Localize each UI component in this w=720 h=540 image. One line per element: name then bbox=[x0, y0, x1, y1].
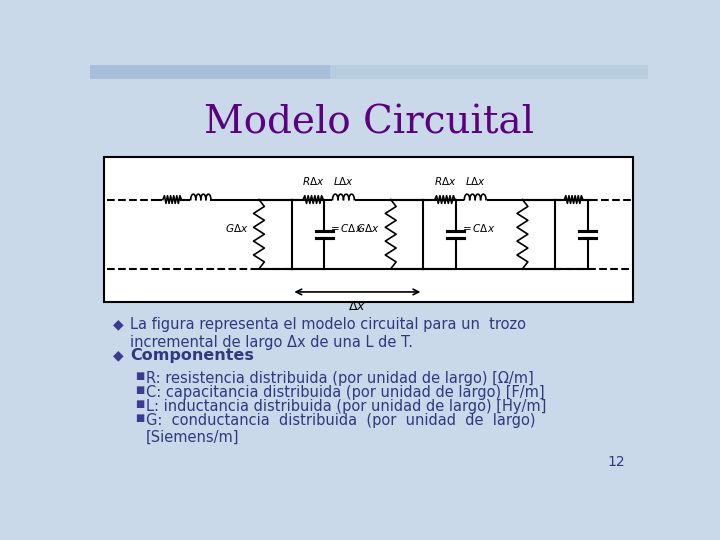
Bar bbox=[90, 65, 648, 79]
Text: C: capacitancia distribuida (por unidad de largo) [F/m]: C: capacitancia distribuida (por unidad … bbox=[145, 385, 544, 400]
Bar bbox=[104, 157, 632, 302]
Text: La figura representa el modelo circuital para un  trozo
incremental de largo Δx : La figura representa el modelo circuital… bbox=[130, 318, 526, 350]
Text: Modelo Circuital: Modelo Circuital bbox=[204, 104, 534, 141]
Text: ■: ■ bbox=[135, 399, 144, 409]
Text: R: resistencia distribuida (por unidad de largo) [Ω/m]: R: resistencia distribuida (por unidad d… bbox=[145, 372, 534, 386]
Text: 12: 12 bbox=[607, 455, 625, 469]
Text: $G\Delta x$: $G\Delta x$ bbox=[356, 222, 380, 234]
Text: $=C\Delta x$: $=C\Delta x$ bbox=[459, 222, 495, 234]
Text: ■: ■ bbox=[135, 385, 144, 395]
Text: $=C\Delta x$: $=C\Delta x$ bbox=[328, 222, 363, 234]
Text: ■: ■ bbox=[135, 413, 144, 423]
Text: $R\Delta x$: $R\Delta x$ bbox=[433, 175, 456, 187]
Text: Componentes: Componentes bbox=[130, 348, 254, 363]
Text: G:  conductancia  distribuida  (por  unidad  de  largo)
[Siemens/m]: G: conductancia distribuida (por unidad … bbox=[145, 413, 535, 446]
Text: L: inductancia distribuida (por unidad de largo) [Hy/m]: L: inductancia distribuida (por unidad d… bbox=[145, 399, 546, 414]
Text: ◆: ◆ bbox=[113, 318, 124, 332]
Text: $R\Delta x$: $R\Delta x$ bbox=[302, 175, 325, 187]
Text: $\Delta x$: $\Delta x$ bbox=[348, 300, 366, 313]
Text: ◆: ◆ bbox=[113, 348, 124, 362]
Text: ■: ■ bbox=[135, 372, 144, 381]
Text: $L\Delta x$: $L\Delta x$ bbox=[464, 175, 486, 187]
Text: $L\Delta x$: $L\Delta x$ bbox=[333, 175, 354, 187]
Bar bbox=[330, 65, 648, 79]
Text: $G\Delta x$: $G\Delta x$ bbox=[225, 222, 248, 234]
